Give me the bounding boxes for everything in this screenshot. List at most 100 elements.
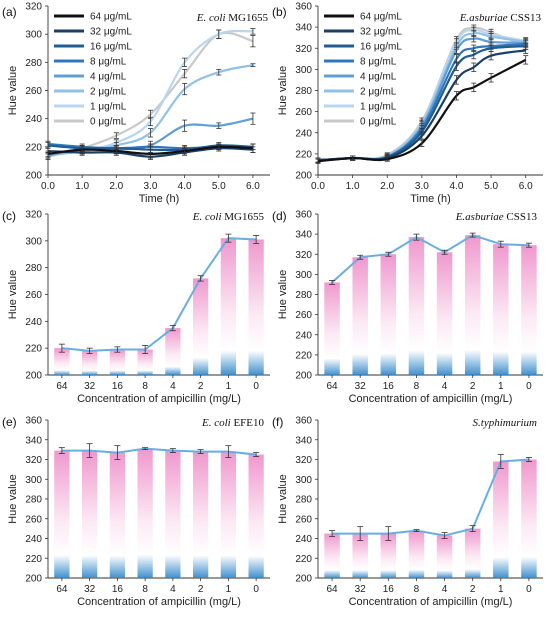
y-tick-label: 320: [25, 210, 42, 221]
legend-label: 1 μg/mL: [90, 102, 127, 113]
y-tick-label: 240: [295, 534, 312, 545]
legend-label: 16 μg/mL: [360, 42, 402, 53]
x-axis-label: Time (h): [139, 193, 180, 205]
bar: [464, 235, 481, 375]
x-tick-label: 32: [84, 381, 96, 392]
y-tick-label: 240: [295, 330, 312, 341]
y-tick-label: 260: [295, 107, 312, 118]
y-tick-label: 300: [25, 236, 42, 247]
x-tick-label: 4: [170, 584, 176, 595]
y-tick-label: 260: [295, 310, 312, 321]
x-axis-label: Concentration of ampicillin (mg/L): [77, 596, 241, 608]
panel-title-species: E. coli: [192, 211, 222, 223]
y-tick-label: 260: [25, 290, 42, 301]
panel-title-species: E.asburiae: [459, 12, 508, 24]
legend-label: 4 μg/mL: [90, 72, 127, 83]
bar: [493, 244, 509, 375]
y-axis-label: Hue value: [277, 270, 289, 320]
y-tick-label: 200: [25, 171, 42, 182]
bar: [165, 450, 181, 578]
bar: [521, 459, 537, 578]
y-tick-label: 200: [295, 171, 312, 182]
bar: [248, 454, 264, 578]
bar: [248, 239, 264, 375]
x-tick-label: 32: [355, 584, 367, 595]
y-tick-label: 320: [295, 44, 312, 55]
x-tick-label: 4.0: [178, 181, 192, 192]
panel-title: E. coli MG1655: [196, 12, 269, 24]
y-tick-label: 320: [25, 455, 42, 466]
x-tick-label: 0.0: [311, 181, 325, 192]
bar: [436, 252, 453, 375]
bar: [81, 350, 98, 375]
legend-label: 32 μg/mL: [360, 27, 402, 38]
x-tick-label: 8: [142, 584, 148, 595]
panel-label: (a): [2, 5, 17, 19]
trend-line: [61, 447, 257, 456]
y-tick-label: 360: [25, 416, 42, 427]
x-tick-label: 2: [470, 381, 476, 392]
x-tick-label: 4: [170, 381, 176, 392]
y-tick-label: 240: [295, 128, 312, 139]
y-tick-label: 240: [25, 534, 42, 545]
y-tick-label: 220: [25, 554, 42, 565]
x-tick-label: 1: [226, 381, 232, 392]
panel-title: S.typhimurium: [473, 417, 538, 429]
x-tick-label: 1: [226, 584, 232, 595]
panel-label: (d): [272, 209, 287, 223]
legend-label: 8 μg/mL: [90, 57, 127, 68]
bar: [521, 245, 537, 375]
y-tick-label: 220: [295, 554, 312, 565]
y-axis-label: Hue value: [277, 474, 289, 524]
x-tick-label: 8: [414, 584, 420, 595]
x-tick-label: 32: [355, 381, 367, 392]
panel-title: E.asburiae CSS13: [459, 12, 542, 24]
y-tick-label: 260: [25, 514, 42, 525]
x-tick-label: 16: [383, 584, 395, 595]
x-tick-label: 4: [442, 381, 448, 392]
y-tick-label: 340: [295, 23, 312, 34]
legend-label: 2 μg/mL: [90, 87, 127, 98]
y-tick-label: 300: [25, 30, 42, 41]
y-tick-label: 280: [25, 263, 42, 274]
panel-title-species: S.typhimurium: [473, 417, 538, 429]
bar: [192, 278, 209, 375]
x-tick-label: 2.0: [380, 181, 394, 192]
bar: [220, 238, 237, 375]
x-tick-label: 1: [498, 584, 504, 595]
bar: [137, 448, 153, 578]
panel-title-species: E. coli: [196, 12, 226, 24]
y-tick-label: 280: [295, 290, 312, 301]
y-tick-label: 340: [295, 435, 312, 446]
bar: [137, 349, 153, 375]
bar: [352, 533, 368, 578]
panel-title-strain: CSS13: [508, 12, 542, 24]
y-tick-label: 220: [25, 142, 42, 153]
x-tick-label: 1.0: [75, 181, 89, 192]
x-tick-label: 8: [414, 381, 420, 392]
y-tick-label: 360: [295, 416, 312, 427]
trend-line: [61, 237, 257, 352]
bar: [220, 451, 237, 578]
x-tick-label: 64: [56, 381, 68, 392]
legend-label: 32 μg/mL: [90, 27, 132, 38]
line-chart-a: 200 220 240 260 280 300 320 Hue value 0.0 1.0 2.0 3…: [2, 2, 270, 205]
x-tick-label: 2: [198, 381, 204, 392]
y-tick-label: 320: [25, 2, 42, 13]
y-axis-label: Hue value: [277, 66, 289, 116]
x-tick-label: 2: [470, 584, 476, 595]
y-tick-label: 280: [25, 58, 42, 69]
x-tick-label: 64: [56, 584, 68, 595]
x-axis-label: Time (h): [410, 193, 451, 205]
y-tick-label: 240: [25, 317, 42, 328]
x-tick-label: 16: [112, 381, 124, 392]
bar: [165, 328, 181, 375]
y-tick-label: 280: [295, 86, 312, 97]
y-tick-label: 360: [295, 210, 312, 221]
x-tick-label: 6.0: [246, 181, 260, 192]
bar: [324, 533, 340, 578]
bar-chart-c: 200 220 240 260 280 300 320 Hue value 64 32 16 8 4 2 1…: [2, 209, 270, 405]
x-tick-label: 3.0: [144, 181, 158, 192]
